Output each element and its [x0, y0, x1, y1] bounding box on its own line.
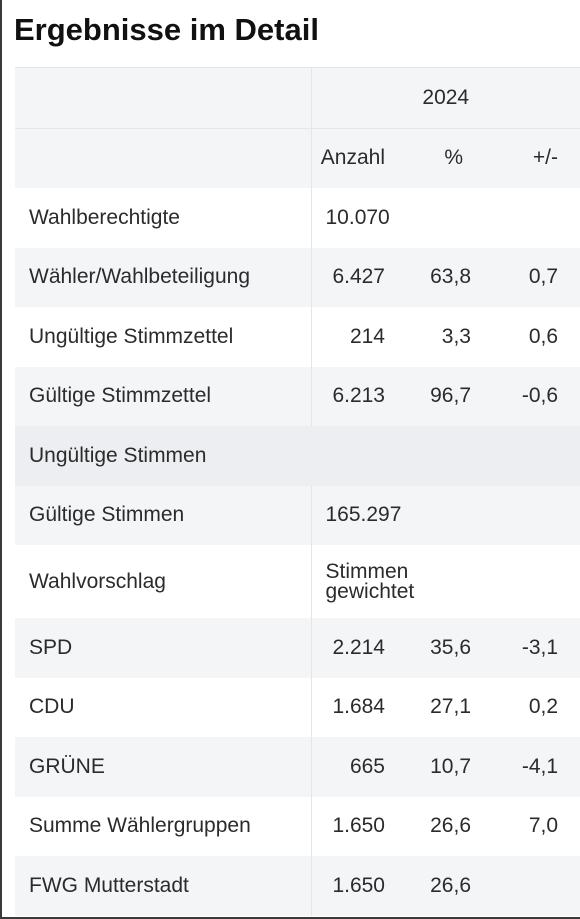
party-percent: 35,6	[385, 618, 471, 678]
party-percent: 10,7	[385, 737, 471, 797]
row-change: 0,7	[471, 247, 580, 307]
header-empty-cell	[15, 127, 312, 188]
frame-left-border	[0, 0, 2, 919]
table-row: CDU 1.684 27,1 0,2	[15, 677, 580, 737]
table-row: Wahlberechtigte 10.070	[15, 188, 580, 248]
frame-bottom-border	[0, 917, 580, 919]
table-row: Gültige Stimmen 165.297	[15, 485, 580, 545]
table-row: Wahlvorschlag Stimmen gewichtet	[15, 545, 580, 618]
party-label: FWG Mutterstadt	[15, 856, 312, 916]
party-count: 665	[311, 737, 385, 797]
nomination-value: Stimmen gewichtet	[311, 545, 580, 618]
row-count: 6.213	[311, 366, 385, 426]
row-label: Wähler/Wahlbeteiligung	[15, 247, 312, 307]
valid-votes-value: 165.297	[311, 485, 580, 545]
party-label: CDU	[15, 677, 312, 737]
row-change: -0,6	[471, 366, 580, 426]
party-count: 1.650	[311, 856, 385, 916]
party-change: -4,1	[471, 737, 580, 797]
table-row: Ungültige Stimmzettel 214 3,3 0,6	[15, 307, 580, 367]
column-header-change: +/-	[471, 127, 580, 188]
year-header-row: 2024	[15, 67, 580, 128]
table-row: Gültige Stimmzettel 6.213 96,7 -0,6	[15, 366, 580, 426]
row-label: Ungültige Stimmzettel	[15, 307, 312, 367]
row-change: 0,6	[471, 307, 580, 367]
table-row: Summe Wählergruppen 1.650 26,6 7,0	[15, 796, 580, 856]
section-row: Ungültige Stimmen	[15, 426, 580, 486]
party-change: 0,2	[471, 677, 580, 737]
row-percent: 63,8	[385, 247, 471, 307]
row-label: Gültige Stimmzettel	[15, 366, 312, 426]
table-row: FWG Mutterstadt 1.650 26,6	[15, 856, 580, 916]
header-empty-cell	[15, 67, 312, 128]
row-count: 6.427	[311, 247, 385, 307]
party-change: -3,1	[471, 618, 580, 678]
row-percent: 96,7	[385, 366, 471, 426]
row-label: Wahlberechtigte	[15, 188, 312, 248]
party-percent: 26,6	[385, 856, 471, 916]
party-percent: 26,6	[385, 796, 471, 856]
party-change	[471, 856, 580, 916]
party-percent: 27,1	[385, 677, 471, 737]
column-header-percent: %	[385, 127, 471, 188]
table-row: Wähler/Wahlbeteiligung 6.427 63,8 0,7	[15, 247, 580, 307]
nomination-value-text: Stimmen gewichtet	[325, 559, 415, 603]
party-count: 2.214	[311, 618, 385, 678]
page-title: Ergebnisse im Detail	[14, 12, 319, 47]
party-count: 1.650	[311, 796, 385, 856]
party-label: SPD	[15, 618, 312, 678]
table-row: SPD 2.214 35,6 -3,1	[15, 618, 580, 678]
results-table: 2024 Anzahl % +/- Wahlberechtigte 10.070…	[15, 67, 580, 916]
row-percent: 3,3	[385, 307, 471, 367]
row-count: 10.070	[311, 188, 580, 248]
section-invalid-votes: Ungültige Stimmen	[15, 426, 580, 486]
table-row: GRÜNE 665 10,7 -4,1	[15, 737, 580, 797]
year-header: 2024	[311, 67, 580, 128]
column-header-count: Anzahl	[311, 127, 385, 188]
party-count: 1.684	[311, 677, 385, 737]
party-label: Summe Wählergruppen	[15, 796, 312, 856]
nomination-label: Wahlvorschlag	[15, 545, 312, 618]
valid-votes-label: Gültige Stimmen	[15, 485, 312, 545]
column-header-row: Anzahl % +/-	[15, 127, 580, 188]
row-count: 214	[311, 307, 385, 367]
party-label: GRÜNE	[15, 737, 312, 797]
party-change: 7,0	[471, 796, 580, 856]
